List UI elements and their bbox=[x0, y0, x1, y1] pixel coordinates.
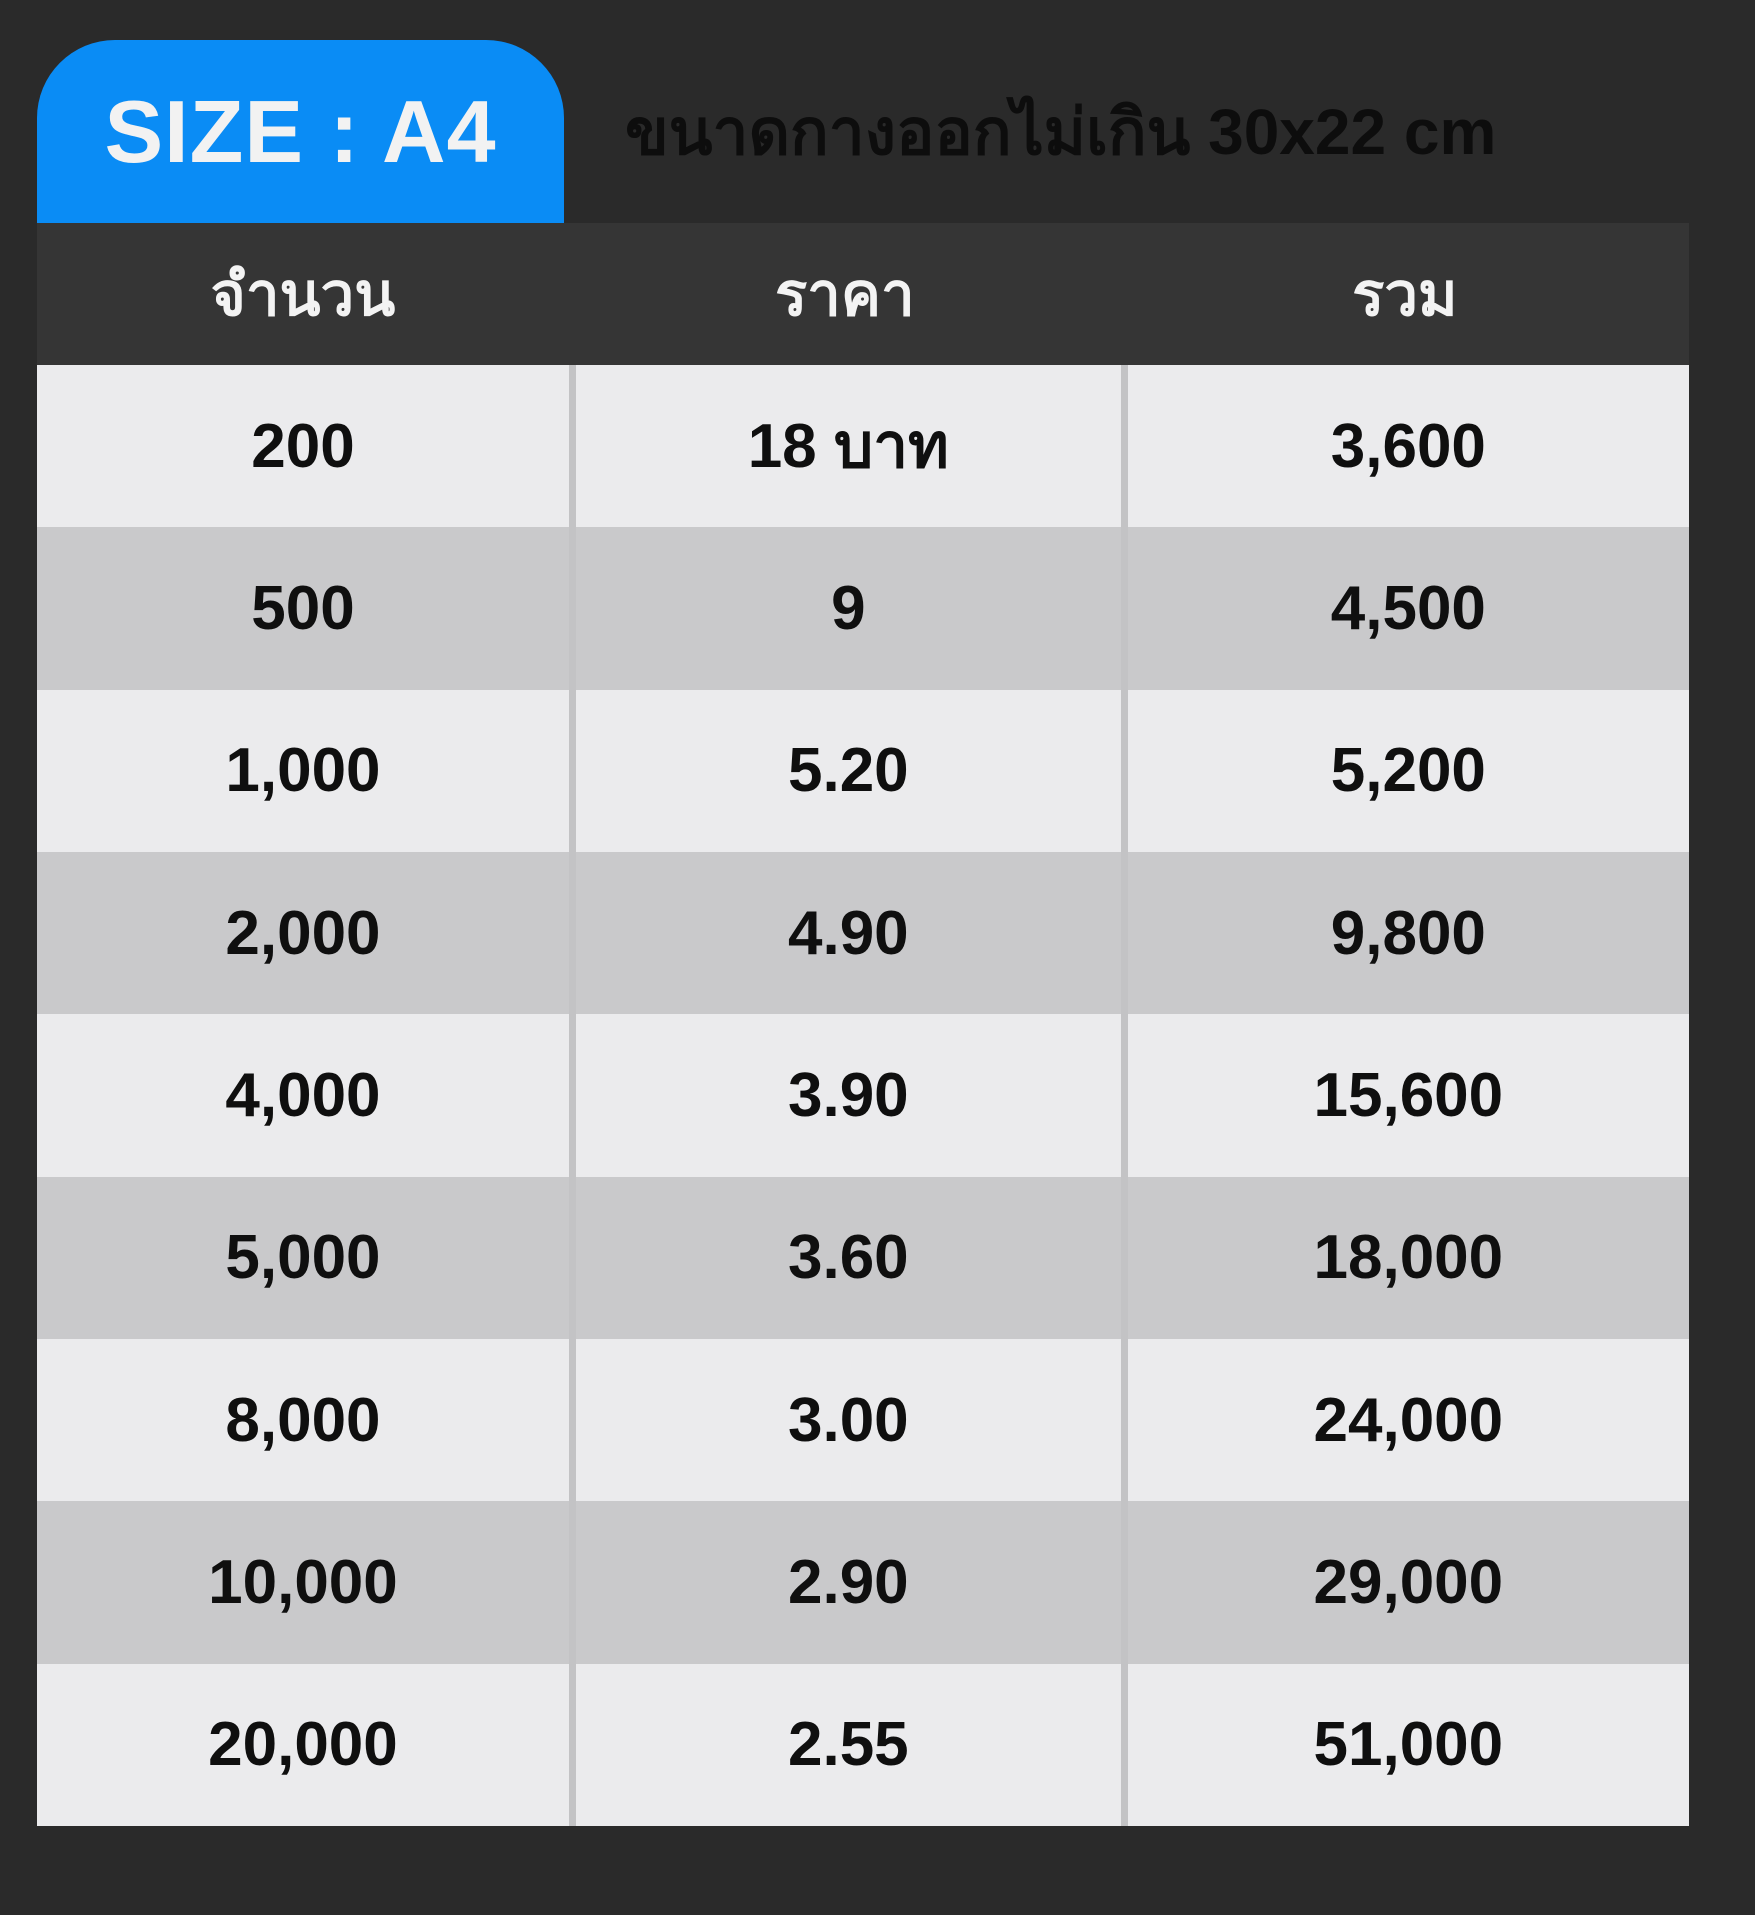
cell-price: 4.90 bbox=[568, 851, 1121, 1015]
cell-total: 5,200 bbox=[1120, 689, 1689, 852]
cell-quantity: 4,000 bbox=[225, 1060, 381, 1130]
header-quantity: จำนวน bbox=[210, 260, 396, 328]
header-price: ราคา bbox=[774, 260, 915, 328]
cell-price: 5.20 bbox=[568, 689, 1121, 852]
table-row: 10,000 2.90 29,000 bbox=[37, 1501, 1689, 1664]
cell-price: 3.90 bbox=[568, 1014, 1121, 1177]
cell-quantity: 2,000 bbox=[225, 898, 381, 968]
table-row: 20,000 2.55 51,000 bbox=[37, 1663, 1689, 1826]
cell-price: 2.55 bbox=[568, 1663, 1121, 1826]
table-body: 200 18 บาท 3,600 500 9 4,500 1,000 5.20 5,200 2,0… bbox=[37, 365, 1689, 1826]
cell-total: 4,500 bbox=[1120, 527, 1689, 690]
size-subtitle: ขนาดกางออกไม่เกิน 30x22 cm bbox=[625, 95, 1497, 168]
header-total: รวม bbox=[1352, 260, 1458, 328]
table-row: 4,000 3.90 15,600 bbox=[37, 1014, 1689, 1177]
cell-quantity: 500 bbox=[251, 573, 355, 643]
table-header-row: จำนวน ราคา รวม bbox=[37, 223, 1689, 365]
price-table: จำนวน ราคา รวม 200 18 บาท 3,600 500 9 4,500 1,… bbox=[37, 223, 1689, 1826]
cell-price: 2.90 bbox=[568, 1501, 1121, 1664]
cell-price: 9 bbox=[568, 527, 1121, 690]
table-row: 2,000 4.90 9,800 bbox=[37, 851, 1689, 1015]
cell-quantity: 1,000 bbox=[225, 736, 381, 806]
cell-total: 18,000 bbox=[1120, 1176, 1689, 1339]
cell-total: 9,800 bbox=[1120, 851, 1689, 1015]
cell-total: 51,000 bbox=[1120, 1663, 1689, 1826]
cell-total: 15,600 bbox=[1120, 1014, 1689, 1177]
cell-quantity: 200 bbox=[251, 411, 355, 481]
cell-price: 18 บาท bbox=[568, 365, 1121, 528]
cell-price: 3.00 bbox=[568, 1338, 1121, 1502]
cell-quantity: 10,000 bbox=[208, 1547, 398, 1617]
cell-quantity: 8,000 bbox=[225, 1385, 381, 1455]
size-badge: SIZE : A4 bbox=[37, 40, 564, 223]
cell-total: 3,600 bbox=[1120, 365, 1689, 528]
table-row: 5,000 3.60 18,000 bbox=[37, 1176, 1689, 1339]
size-badge-label: SIZE : A4 bbox=[104, 81, 497, 181]
table-row: 8,000 3.00 24,000 bbox=[37, 1338, 1689, 1502]
table-row: 200 18 บาท 3,600 bbox=[37, 365, 1689, 528]
table-row: 500 9 4,500 bbox=[37, 527, 1689, 690]
table-row: 1,000 5.20 5,200 bbox=[37, 689, 1689, 852]
cell-quantity: 5,000 bbox=[225, 1223, 381, 1293]
cell-price: 3.60 bbox=[568, 1176, 1121, 1339]
cell-total: 29,000 bbox=[1120, 1501, 1689, 1664]
cell-total: 24,000 bbox=[1120, 1338, 1689, 1502]
cell-quantity: 20,000 bbox=[208, 1710, 398, 1780]
